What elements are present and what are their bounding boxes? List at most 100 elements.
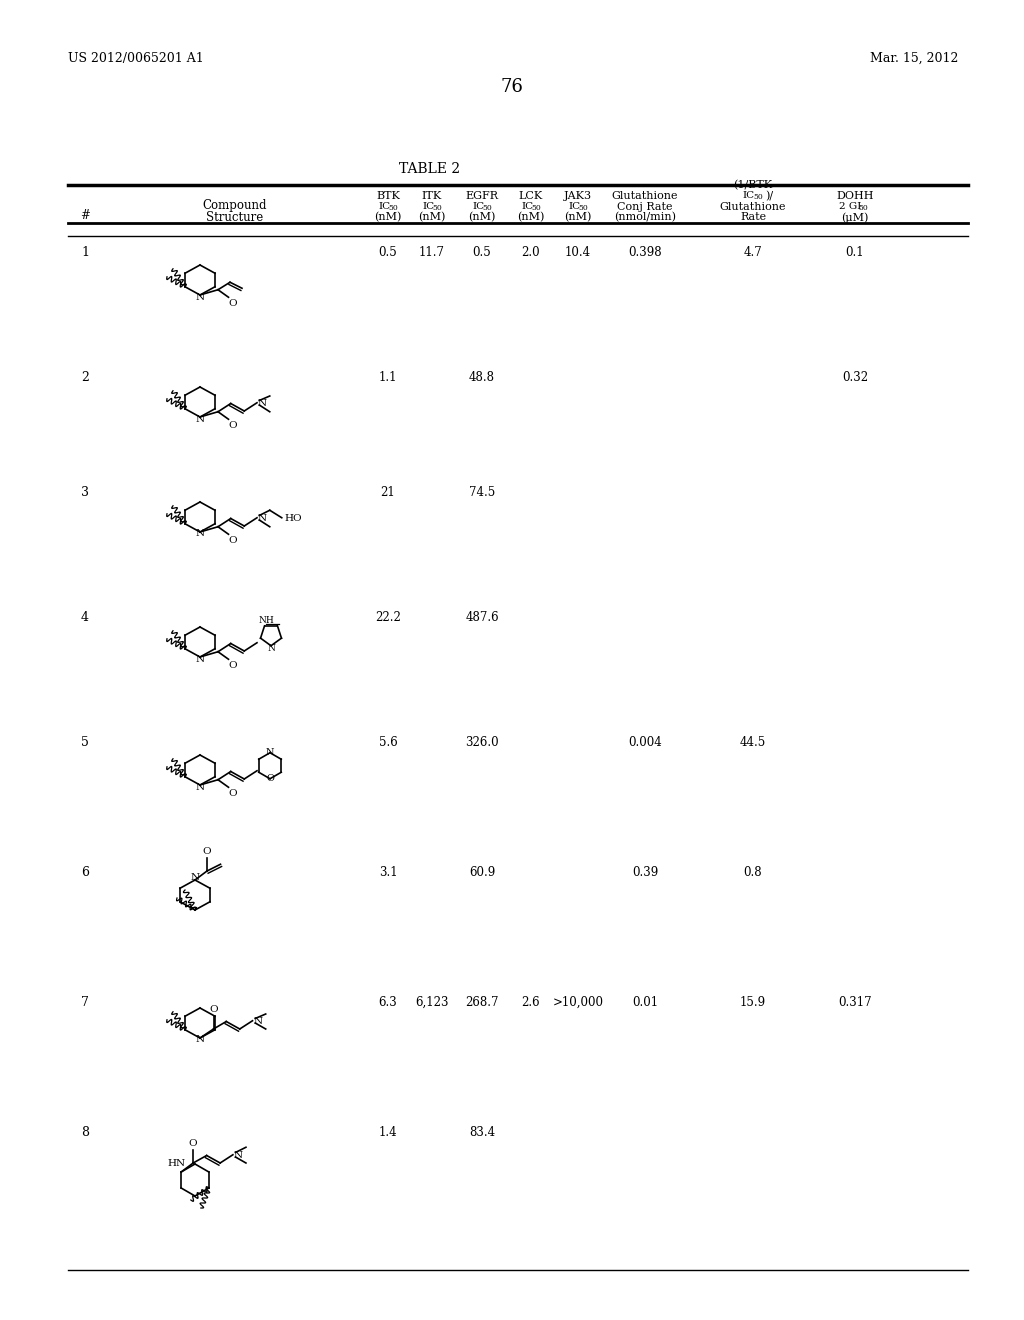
Text: >10,000: >10,000 xyxy=(553,997,603,1008)
Text: N: N xyxy=(196,293,205,301)
Text: N: N xyxy=(196,1035,205,1044)
Text: N: N xyxy=(233,1151,243,1160)
Text: (nM): (nM) xyxy=(375,213,401,222)
Text: Rate: Rate xyxy=(740,213,766,222)
Text: 0.317: 0.317 xyxy=(839,997,871,1008)
Text: 15.9: 15.9 xyxy=(740,997,766,1008)
Text: N: N xyxy=(267,644,274,653)
Text: N: N xyxy=(196,655,205,664)
Text: 4: 4 xyxy=(81,611,89,624)
Text: 60.9: 60.9 xyxy=(469,866,496,879)
Text: IC: IC xyxy=(473,202,485,211)
Text: 76: 76 xyxy=(501,78,523,96)
Text: (nM): (nM) xyxy=(468,213,496,222)
Text: 44.5: 44.5 xyxy=(740,737,766,748)
Text: 6,123: 6,123 xyxy=(416,997,449,1008)
Text: 1: 1 xyxy=(81,246,89,259)
Text: N: N xyxy=(266,748,274,758)
Text: (nM): (nM) xyxy=(564,213,592,222)
Text: Glutathione: Glutathione xyxy=(720,202,786,213)
Text: 0.1: 0.1 xyxy=(846,246,864,259)
Text: 50: 50 xyxy=(531,205,541,213)
Text: O: O xyxy=(228,661,237,669)
Text: O: O xyxy=(228,298,237,308)
Text: 50: 50 xyxy=(432,205,442,213)
Text: 50: 50 xyxy=(482,205,492,213)
Text: 0.004: 0.004 xyxy=(628,737,662,748)
Text: 7: 7 xyxy=(81,997,89,1008)
Text: LCK: LCK xyxy=(519,191,543,201)
Text: HN: HN xyxy=(167,1159,185,1168)
Text: 268.7: 268.7 xyxy=(465,997,499,1008)
Text: 2.6: 2.6 xyxy=(521,997,541,1008)
Text: 11.7: 11.7 xyxy=(419,246,445,259)
Text: N: N xyxy=(258,513,267,523)
Text: IC: IC xyxy=(423,202,435,211)
Text: NH: NH xyxy=(259,616,274,626)
Text: O: O xyxy=(203,846,211,855)
Text: )/: )/ xyxy=(765,191,773,202)
Text: 83.4: 83.4 xyxy=(469,1126,495,1139)
Text: O: O xyxy=(188,1139,198,1148)
Text: IC: IC xyxy=(743,191,755,201)
Text: 4.7: 4.7 xyxy=(743,246,763,259)
Text: #: # xyxy=(80,209,90,222)
Text: 0.5: 0.5 xyxy=(473,246,492,259)
Text: O: O xyxy=(228,789,237,797)
Text: 6.3: 6.3 xyxy=(379,997,397,1008)
Text: 0.398: 0.398 xyxy=(628,246,662,259)
Text: (nM): (nM) xyxy=(517,213,545,222)
Text: O: O xyxy=(228,536,237,545)
Text: 0.5: 0.5 xyxy=(379,246,397,259)
Text: 0.8: 0.8 xyxy=(743,866,762,879)
Text: 22.2: 22.2 xyxy=(375,611,401,624)
Text: TABLE 2: TABLE 2 xyxy=(399,162,461,176)
Text: O: O xyxy=(228,421,237,430)
Text: EGFR: EGFR xyxy=(466,191,499,201)
Text: O: O xyxy=(266,775,274,783)
Text: IC: IC xyxy=(522,202,535,211)
Text: Glutathione: Glutathione xyxy=(611,191,678,201)
Text: BTK: BTK xyxy=(376,191,400,201)
Text: N: N xyxy=(253,1016,262,1026)
Text: 5: 5 xyxy=(81,737,89,748)
Text: Mar. 15, 2012: Mar. 15, 2012 xyxy=(869,51,958,65)
Text: 8: 8 xyxy=(81,1126,89,1139)
Text: (nmol/min): (nmol/min) xyxy=(614,213,676,222)
Text: 3: 3 xyxy=(81,486,89,499)
Text: 0.32: 0.32 xyxy=(842,371,868,384)
Text: 6: 6 xyxy=(81,866,89,879)
Text: Compound: Compound xyxy=(203,199,267,213)
Text: Conj Rate: Conj Rate xyxy=(617,202,673,213)
Text: 1.4: 1.4 xyxy=(379,1126,397,1139)
Text: O: O xyxy=(209,1005,218,1014)
Text: 0.01: 0.01 xyxy=(632,997,658,1008)
Text: 2.0: 2.0 xyxy=(521,246,541,259)
Text: N: N xyxy=(196,414,205,424)
Text: N: N xyxy=(196,529,205,539)
Text: 3.1: 3.1 xyxy=(379,866,397,879)
Text: 0.39: 0.39 xyxy=(632,866,658,879)
Text: 5.6: 5.6 xyxy=(379,737,397,748)
Text: 2 GI: 2 GI xyxy=(839,202,861,211)
Text: HO: HO xyxy=(285,513,302,523)
Text: IC: IC xyxy=(379,202,391,211)
Text: 326.0: 326.0 xyxy=(465,737,499,748)
Text: DOHH: DOHH xyxy=(837,191,873,201)
Text: 21: 21 xyxy=(381,486,395,499)
Text: ITK: ITK xyxy=(422,191,442,201)
Text: JAK3: JAK3 xyxy=(564,191,592,201)
Text: (nM): (nM) xyxy=(419,213,445,222)
Text: (μM): (μM) xyxy=(842,213,868,223)
Text: 2: 2 xyxy=(81,371,89,384)
Text: N: N xyxy=(258,399,267,408)
Text: US 2012/0065201 A1: US 2012/0065201 A1 xyxy=(68,51,204,65)
Text: 487.6: 487.6 xyxy=(465,611,499,624)
Text: N: N xyxy=(196,783,205,792)
Text: IC: IC xyxy=(569,202,581,211)
Text: Structure: Structure xyxy=(207,211,263,224)
Text: (1/BTK: (1/BTK xyxy=(733,180,772,190)
Text: 50: 50 xyxy=(753,193,763,201)
Text: 50: 50 xyxy=(579,205,588,213)
Text: 74.5: 74.5 xyxy=(469,486,496,499)
